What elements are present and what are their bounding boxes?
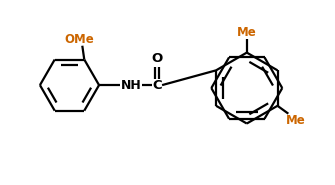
- Text: Me: Me: [286, 114, 306, 127]
- Text: O: O: [151, 52, 163, 65]
- Text: Me: Me: [237, 26, 257, 39]
- Text: NH: NH: [121, 79, 142, 92]
- Text: OMe: OMe: [64, 33, 94, 46]
- Text: C: C: [152, 79, 162, 92]
